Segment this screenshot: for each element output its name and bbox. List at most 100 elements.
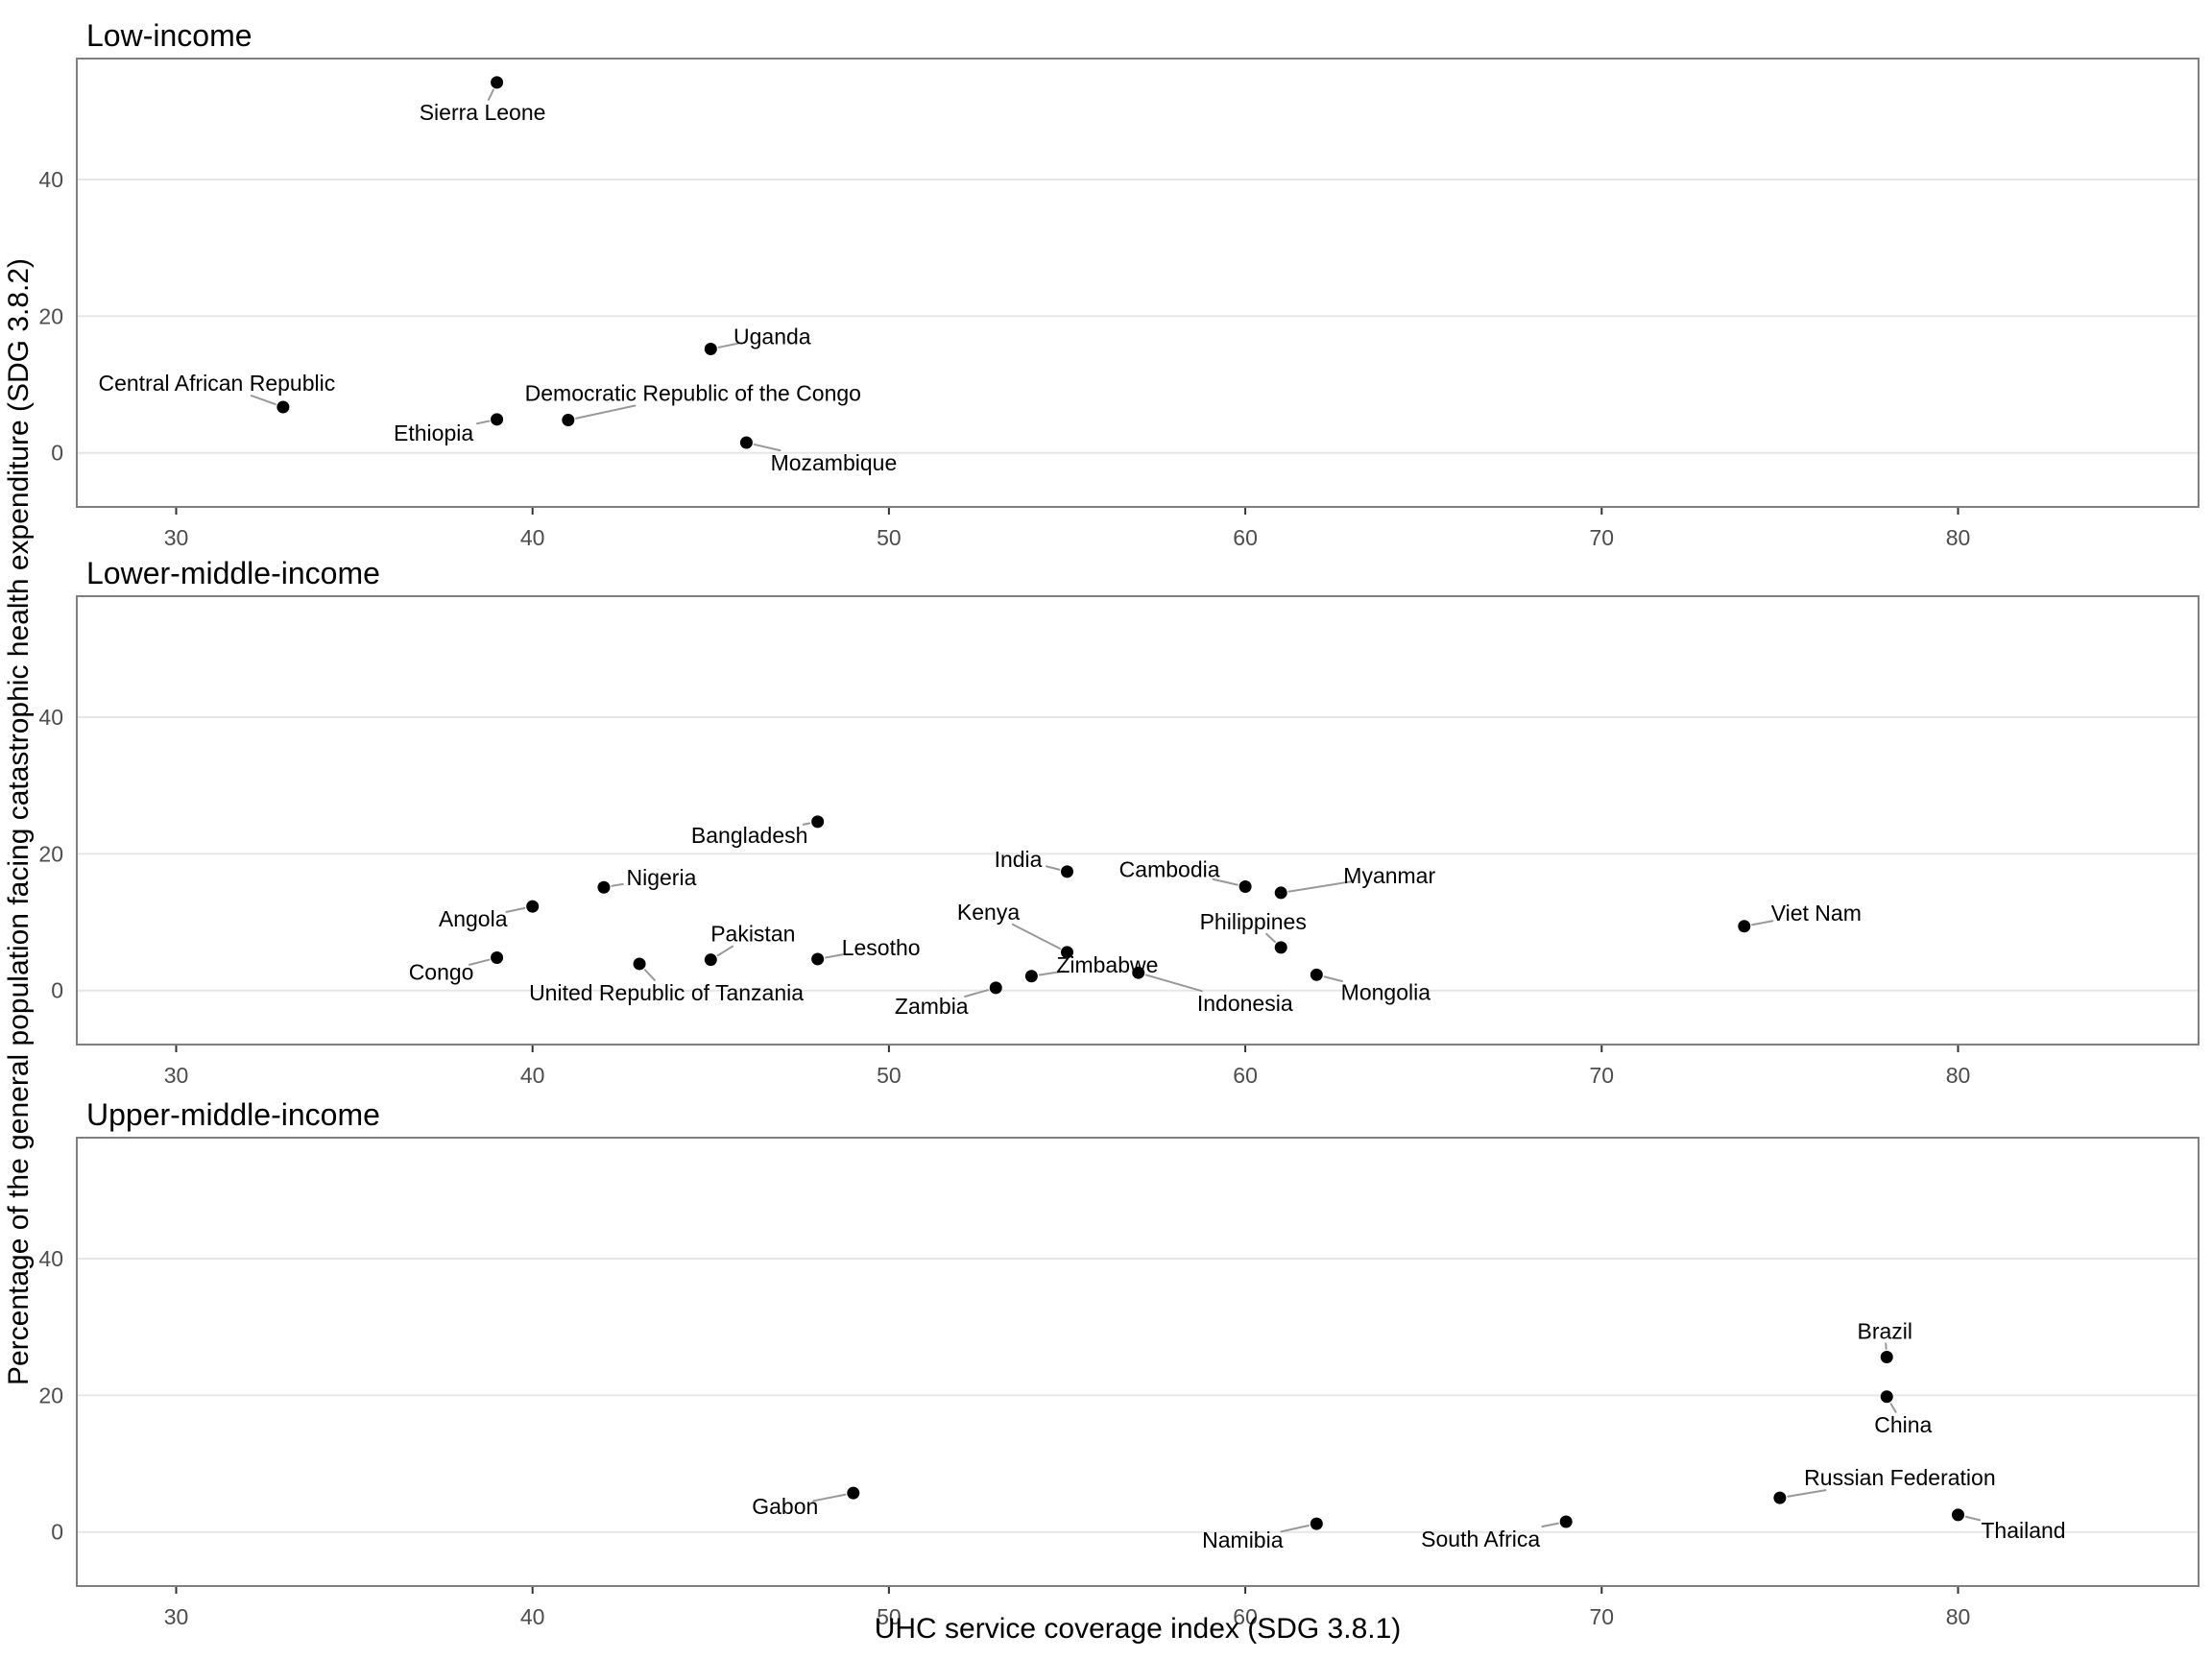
label-leader-line: [1144, 974, 1203, 993]
data-point: [739, 436, 753, 449]
label-leader-line: [1751, 920, 1774, 926]
country-label: Viet Nam: [1771, 901, 1862, 926]
data-point: [597, 880, 611, 894]
country-label: Mongolia: [1341, 979, 1431, 1004]
label-leader-line: [1038, 970, 1065, 976]
label-leader-line: [1011, 923, 1061, 950]
data-point: [1024, 970, 1038, 983]
data-point: [1738, 920, 1751, 933]
label-leader-line: [812, 1493, 847, 1503]
country-label: India: [995, 847, 1043, 872]
y-tick-label: 0: [51, 441, 63, 466]
country-label: China: [1874, 1412, 1932, 1437]
facet-strip-label: Lower-middle-income: [86, 556, 380, 590]
label-leader-line: [1323, 975, 1343, 982]
data-point: [1132, 966, 1145, 979]
country-label: Namibia: [1202, 1527, 1284, 1552]
panel-border: [76, 595, 2200, 1046]
data-point: [989, 981, 1002, 995]
country-label: Pakistan: [710, 922, 795, 947]
country-label: Kenya: [957, 900, 1020, 925]
data-point: [1274, 886, 1287, 900]
x-tick-label: 60: [1233, 1063, 1258, 1088]
data-point: [633, 957, 646, 971]
x-axis-title: UHC service coverage index (SDG 3.8.1): [874, 1613, 1402, 1645]
data-point: [276, 400, 290, 414]
x-tick-label: 80: [1946, 1604, 1971, 1629]
x-tick-label: 50: [877, 1063, 902, 1088]
country-label: Gabon: [752, 1494, 818, 1519]
x-tick-label: 80: [1946, 1063, 1971, 1088]
country-label: Bangladesh: [691, 823, 808, 848]
y-tick-label: 20: [38, 303, 63, 328]
data-point: [811, 952, 825, 966]
country-label: Democratic Republic of the Congo: [525, 381, 861, 406]
data-point: [1880, 1350, 1893, 1363]
data-point: [1952, 1508, 1964, 1522]
country-label: Brazil: [1858, 1318, 1913, 1343]
country-label: Central African Republic: [98, 371, 335, 396]
data-point: [1061, 946, 1073, 959]
data-point: [491, 413, 504, 426]
label-leader-line: [1287, 880, 1353, 893]
country-label: United Republic of Tanzania: [529, 980, 804, 1005]
label-leader-line: [1964, 1515, 1982, 1522]
y-tick-label: 40: [38, 1246, 63, 1271]
y-tick-label: 0: [51, 1520, 63, 1545]
label-leader-line: [575, 404, 637, 420]
label-leader-line: [802, 822, 811, 826]
country-label: Congo: [409, 960, 474, 985]
facet-strip-label: Upper-middle-income: [86, 1097, 380, 1132]
country-label: Sierra Leone: [420, 100, 546, 125]
y-tick-label: 40: [38, 705, 63, 730]
country-label: Lesotho: [842, 935, 921, 960]
data-point: [526, 900, 540, 913]
country-label: South Africa: [1421, 1527, 1540, 1551]
country-label: Cambodia: [1119, 857, 1220, 882]
country-label: Nigeria: [627, 865, 697, 890]
country-label: Philippines: [1200, 909, 1307, 934]
country-label: Thailand: [1981, 1518, 2065, 1543]
country-label: Russian Federation: [1804, 1465, 1995, 1490]
x-tick-label: 30: [164, 1604, 189, 1629]
facet-strip-label: Low-income: [86, 18, 252, 53]
data-point: [562, 414, 575, 427]
data-point: [1880, 1390, 1893, 1404]
data-point: [1559, 1515, 1573, 1528]
label-leader-line: [1787, 1489, 1827, 1498]
country-label: Indonesia: [1197, 991, 1293, 1016]
x-tick-label: 70: [1590, 525, 1615, 550]
label-leader-line: [505, 906, 526, 913]
data-point: [704, 953, 717, 967]
label-leader-line: [825, 953, 844, 959]
x-tick-label: 60: [1233, 1604, 1258, 1629]
country-label: Angola: [439, 906, 508, 931]
x-tick-label: 70: [1590, 1604, 1615, 1629]
data-point: [847, 1486, 860, 1500]
label-leader-line: [717, 342, 740, 349]
label-leader-line: [1280, 1524, 1310, 1533]
label-leader-line: [753, 443, 781, 452]
label-leader-line: [1046, 865, 1061, 871]
label-leader-line: [964, 989, 990, 998]
facet-panel: Upper-middle-income 0 20 40 30 40 50 60 70 80 Gabo…: [38, 1097, 2200, 1629]
data-point: [811, 815, 825, 829]
facet-panel: Low-income 0 20 40 30 40 50 60 70 80 Sierra Leone U…: [38, 18, 2200, 550]
y-tick-label: 20: [38, 841, 63, 866]
y-tick-label: 0: [51, 978, 63, 1003]
label-leader-line: [611, 882, 624, 887]
x-tick-label: 40: [520, 525, 545, 550]
x-tick-label: 50: [877, 1604, 902, 1629]
x-tick-label: 50: [877, 525, 902, 550]
country-label: Uganda: [733, 325, 811, 349]
label-leader-line: [475, 420, 491, 425]
country-label: Myanmar: [1343, 863, 1435, 888]
facet-panel: Lower-middle-income 0 20 40 30 40 50 60 70 80 Bang…: [38, 556, 2200, 1088]
data-point: [491, 76, 504, 89]
data-point: [1310, 968, 1323, 981]
data-point: [1061, 865, 1073, 878]
label-leader-line: [1265, 932, 1276, 944]
x-tick-label: 30: [164, 1063, 189, 1088]
data-point: [1274, 941, 1287, 954]
